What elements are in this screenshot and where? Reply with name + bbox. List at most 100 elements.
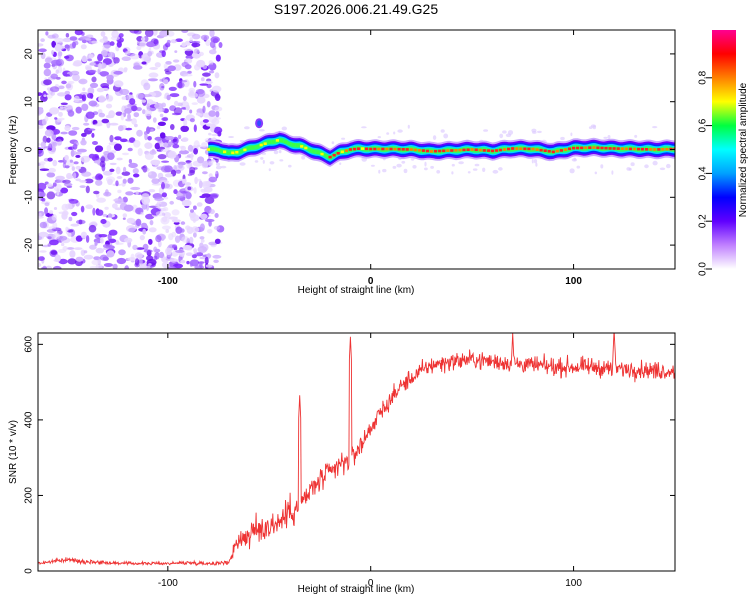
noise-speckle [196, 59, 206, 68]
noise-speckle [122, 152, 129, 156]
noise-speckle [60, 102, 68, 106]
noise-speckle [109, 162, 117, 166]
noise-speckle [100, 50, 108, 57]
noise-speckle [179, 150, 189, 155]
ridge-core [649, 148, 653, 151]
spectrogram-ridge [206, 118, 675, 167]
ridge-core [283, 140, 288, 144]
noise-speckle [163, 142, 169, 147]
noise-speckle [52, 141, 57, 148]
noise-speckle [569, 168, 575, 174]
noise-speckle [187, 186, 192, 191]
noise-speckle [69, 250, 76, 258]
ridge-core [393, 147, 397, 151]
ridge-core [645, 148, 649, 151]
noise-speckle [214, 213, 219, 218]
noise-speckle [401, 160, 406, 164]
ridge-core [624, 147, 628, 151]
noise-speckle [120, 113, 125, 121]
noise-speckle [152, 117, 157, 123]
noise-speckle [386, 132, 390, 135]
noise-speckle [377, 136, 381, 139]
noise-speckle [341, 137, 346, 140]
noise-speckle [161, 182, 165, 190]
noise-speckle [630, 162, 635, 167]
noise-speckle [202, 105, 206, 114]
noise-speckle [185, 104, 190, 111]
noise-speckle [202, 171, 208, 175]
noise-speckle [49, 239, 59, 246]
noise-speckle [213, 225, 221, 230]
ridge-core [551, 150, 555, 154]
noise-speckle [51, 50, 55, 55]
noise-speckle [51, 214, 57, 221]
noise-speckle [153, 255, 158, 261]
x-tick-label: 0 [368, 276, 374, 287]
noise-speckle [573, 157, 577, 161]
noise-speckle [133, 112, 140, 118]
noise-speckle [202, 72, 211, 77]
noise-speckle [158, 251, 165, 259]
noise-speckle [43, 62, 51, 69]
ridge-core [206, 148, 210, 151]
noise-speckle [59, 105, 64, 110]
noise-speckle [93, 190, 100, 195]
ridge-core [442, 149, 446, 153]
noise-speckle [69, 36, 78, 41]
ridge-core [612, 147, 616, 150]
noise-speckle [138, 258, 143, 266]
noise-speckle [124, 108, 132, 114]
noise-speckle [193, 248, 197, 253]
colorbar-gradient [712, 30, 736, 269]
noise-speckle [193, 148, 199, 155]
noise-speckle [95, 179, 103, 186]
noise-speckle [54, 138, 61, 142]
noise-speckle [214, 117, 222, 120]
snr-y-ticks: 0 200 400 600 [24, 336, 675, 574]
noise-speckle [128, 162, 138, 169]
noise-speckle [262, 159, 265, 164]
noise-speckle [64, 154, 69, 161]
noise-speckle [174, 235, 181, 243]
noise-speckle [146, 126, 151, 134]
ridge-core [255, 144, 259, 148]
noise-speckle [99, 71, 109, 77]
noise-speckle [168, 216, 178, 220]
noise-speckle [69, 159, 73, 163]
ridge-core [434, 149, 438, 153]
noise-speckle [39, 161, 46, 166]
noise-speckle [474, 163, 480, 167]
noise-speckle [44, 129, 54, 137]
noise-speckle [52, 159, 58, 167]
ridge-core [288, 142, 292, 146]
noise-speckle [424, 161, 427, 167]
noise-speckle [57, 235, 68, 241]
noise-speckle [43, 68, 52, 77]
ridge-core [227, 152, 231, 155]
noise-speckle [193, 124, 197, 133]
noise-speckle [102, 244, 111, 248]
noise-speckle [71, 126, 80, 131]
noise-speckle [38, 92, 43, 96]
ridge-core [665, 147, 669, 151]
noise-speckle [38, 256, 45, 261]
noise-speckle [216, 131, 222, 137]
noise-speckle [180, 221, 186, 225]
noise-speckle [121, 171, 131, 176]
noise-speckle [47, 147, 53, 151]
noise-speckle [136, 93, 144, 100]
noise-speckle [183, 73, 193, 77]
noise-speckle [339, 162, 342, 165]
ridge-core [223, 150, 227, 154]
noise-speckle [175, 226, 183, 234]
noise-speckle [72, 73, 80, 82]
noise-speckle [146, 41, 156, 48]
noise-speckle [84, 178, 94, 184]
noise-speckle [75, 154, 81, 158]
x-tick-label: -100 [158, 276, 178, 287]
noise-speckle [189, 109, 193, 114]
noise-speckle [56, 119, 63, 123]
snr-y-label: SNR (10 * v/v) [8, 420, 19, 484]
noise-speckle [73, 247, 83, 251]
